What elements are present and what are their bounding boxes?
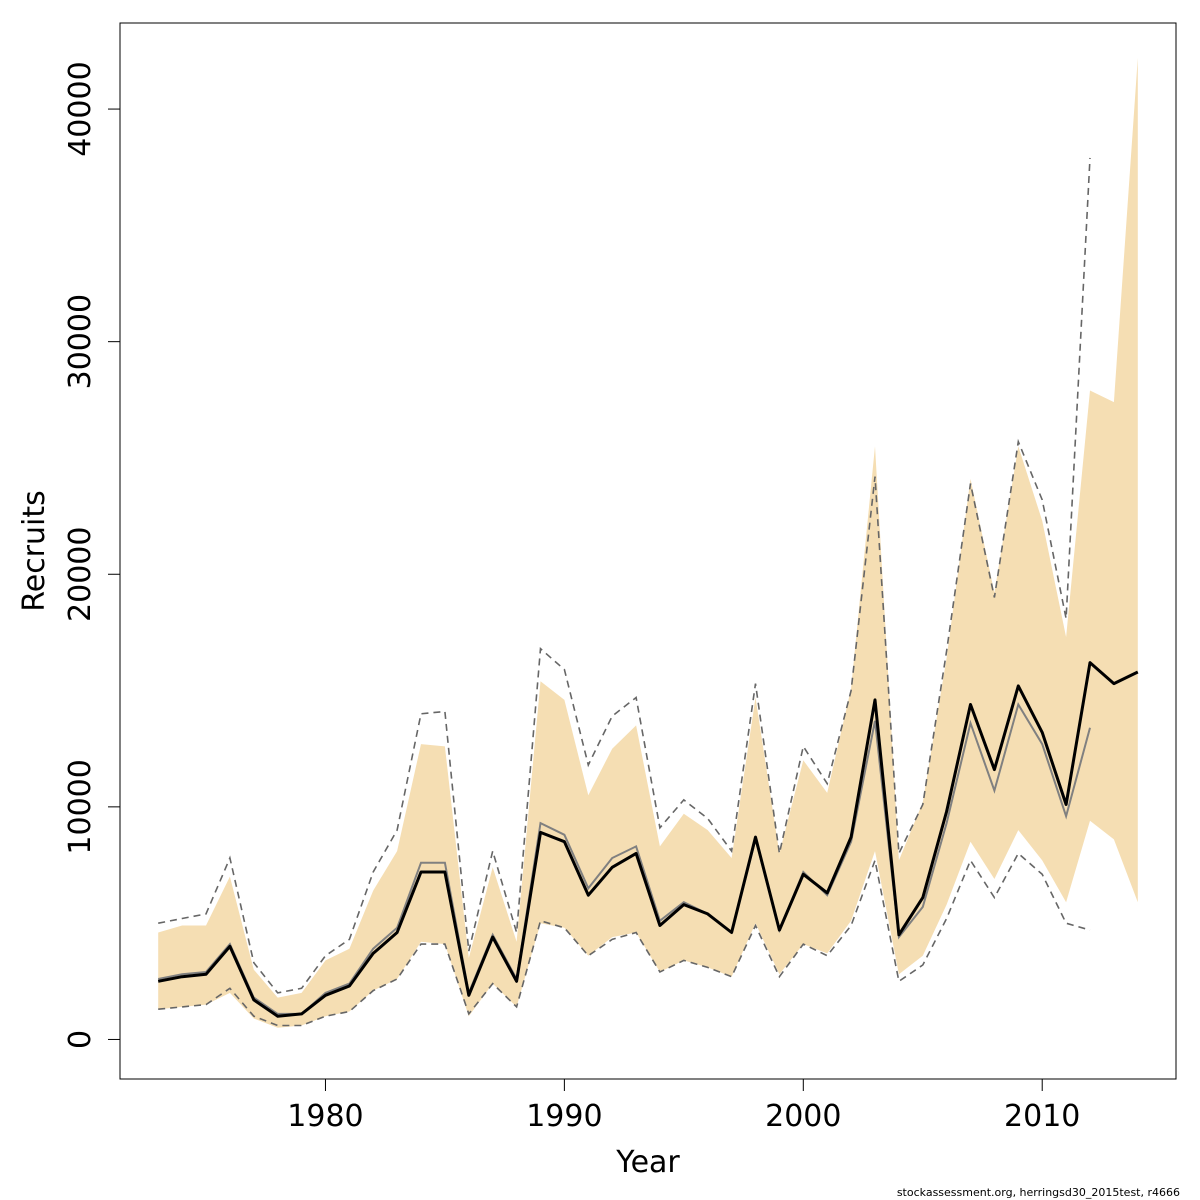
x-tick-label: 2010	[1004, 1099, 1080, 1134]
y-tick-label: 20000	[63, 527, 98, 622]
y-tick-label: 10000	[63, 759, 98, 854]
previous-upper-ci-line	[158, 157, 1091, 994]
x-axis-title: Year	[615, 1145, 680, 1180]
x-tick-label: 2000	[765, 1099, 841, 1134]
previous-lower-ci-line	[158, 852, 1091, 1027]
x-tick-label: 1990	[526, 1099, 602, 1134]
footer-text: stockassessment.org, herringsd30_2015tes…	[897, 1186, 1180, 1199]
y-tick-label: 40000	[63, 61, 98, 156]
x-tick-label: 1980	[287, 1099, 363, 1134]
current-estimate-line	[157, 661, 1139, 1018]
y-tick-label: 30000	[63, 294, 98, 389]
axes: 1980 1990 2000 2010 0 10000 20000 30000 40000	[63, 61, 1080, 1134]
y-tick-label: 0	[63, 1030, 98, 1049]
y-axis-title: Recruits	[17, 490, 52, 612]
confidence-band	[158, 57, 1138, 1028]
plot-area	[157, 57, 1139, 1028]
